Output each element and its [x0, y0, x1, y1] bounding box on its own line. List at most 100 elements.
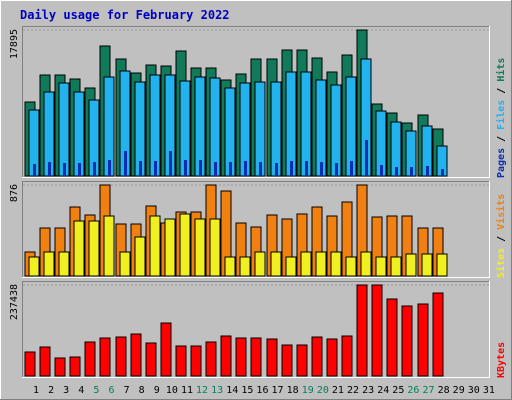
x-tick-label: 19	[302, 385, 314, 396]
x-tick-label: 25	[392, 385, 404, 396]
bar-sites-day-9	[149, 215, 161, 277]
series-legend: Pages / Files / Hits	[495, 58, 507, 178]
bar-kbytes-day-12	[190, 345, 202, 377]
bar-sites-day-12	[194, 218, 206, 277]
bar-kbytes-day-13	[205, 341, 217, 377]
bar-pages-day-15	[244, 161, 247, 176]
x-tick-label: 26	[407, 385, 419, 396]
x-tick-label: 18	[287, 385, 299, 396]
series-legend: KBytes	[496, 342, 507, 378]
x-tick-label: 8	[139, 385, 145, 396]
bar-pages-day-13	[214, 162, 217, 176]
legend-visits: Visits	[495, 194, 507, 230]
bar-sites-day-22	[345, 256, 357, 277]
x-tick-label: 28	[438, 385, 450, 396]
x-tick-label: 5	[93, 385, 99, 396]
bar-pages-day-1	[33, 164, 36, 176]
bar-pages-day-18	[290, 161, 293, 176]
bar-pages-day-28	[441, 169, 444, 176]
bar-kbytes-day-22	[341, 335, 353, 377]
x-tick-label: 6	[108, 385, 114, 396]
bar-pages-day-16	[259, 162, 262, 176]
bar-pages-day-12	[199, 160, 202, 176]
bar-kbytes-day-9	[145, 342, 157, 377]
bar-kbytes-day-7	[115, 336, 127, 377]
x-tick-label: 11	[181, 385, 193, 396]
x-tick-label: 10	[166, 385, 178, 396]
x-tick-label: 4	[78, 385, 84, 396]
bar-sites-day-2	[43, 251, 55, 277]
bar-kbytes-day-19	[296, 344, 308, 377]
x-tick-label: 29	[453, 385, 465, 396]
x-tick-label: 20	[317, 385, 329, 396]
bar-kbytes-day-5	[84, 341, 96, 377]
bar-sites-day-17	[270, 251, 282, 277]
bar-files-day-3	[58, 82, 70, 177]
bar-sites-day-6	[103, 215, 115, 277]
bar-files-day-20	[315, 79, 327, 177]
x-tick-label: 27	[422, 385, 434, 396]
bar-kbytes-day-6	[99, 337, 111, 377]
x-tick-label: 12	[196, 385, 208, 396]
bar-kbytes-day-11	[175, 345, 187, 377]
bar-pages-day-20	[320, 162, 323, 176]
bar-kbytes-day-2	[39, 346, 51, 377]
bar-pages-day-23	[365, 140, 368, 176]
bar-pages-day-7	[124, 151, 127, 176]
x-tick-label: 7	[124, 385, 130, 396]
legend-hits: Hits	[495, 58, 507, 82]
y-max-label: 876	[9, 184, 20, 202]
bar-kbytes-day-24	[371, 284, 383, 377]
bar-pages-day-8	[139, 161, 142, 176]
bar-kbytes-day-8	[130, 333, 142, 377]
bar-pages-day-26	[410, 167, 413, 176]
bar-sites-day-26	[405, 253, 417, 277]
bar-sites-day-5	[88, 220, 100, 277]
bar-kbytes-day-14	[220, 335, 232, 377]
bar-pages-day-24	[380, 165, 383, 176]
bar-sites-day-16	[254, 251, 266, 277]
bar-kbytes-day-15	[235, 337, 247, 377]
bar-sites-day-1	[28, 256, 40, 277]
x-tick-label: 13	[211, 385, 223, 396]
x-tick-label: 23	[362, 385, 374, 396]
bar-pages-day-10	[169, 151, 172, 176]
bar-kbytes-day-25	[386, 298, 398, 377]
bar-sites-day-18	[285, 256, 297, 277]
bar-kbytes-day-20	[311, 336, 323, 377]
bar-files-day-9	[149, 74, 161, 177]
bar-sites-day-14	[224, 256, 236, 277]
legend-pages: Pages	[496, 148, 507, 178]
bar-sites-day-10	[164, 218, 176, 277]
bar-kbytes-day-28	[432, 292, 444, 377]
x-tick-label: 2	[48, 385, 54, 396]
bar-kbytes-day-17	[266, 338, 278, 377]
bar-pages-day-2	[48, 162, 51, 176]
x-tick-label: 15	[241, 385, 253, 396]
bar-sites-day-27	[421, 253, 433, 277]
bar-pages-day-6	[108, 160, 111, 176]
bar-pages-day-25	[395, 167, 398, 176]
series-legend: Sites / Visits	[495, 194, 507, 278]
bar-sites-day-11	[179, 213, 191, 277]
x-tick-label: 1	[33, 385, 39, 396]
bar-kbytes-day-10	[160, 322, 172, 377]
bar-sites-day-21	[330, 251, 342, 277]
bar-files-day-17	[270, 81, 282, 177]
chart-title: Daily usage for February 2022	[20, 8, 230, 22]
y-max-label: 17895	[9, 29, 20, 59]
bar-kbytes-day-18	[281, 344, 293, 377]
x-tick-label: 30	[468, 385, 480, 396]
x-tick-label: 17	[272, 385, 284, 396]
legend-separator: /	[496, 82, 507, 100]
bar-kbytes-day-21	[326, 338, 338, 377]
bar-pages-day-11	[184, 160, 187, 176]
legend-separator: /	[496, 230, 507, 248]
bar-sites-day-8	[134, 236, 146, 277]
bar-sites-day-3	[58, 251, 70, 277]
bar-files-day-19	[300, 71, 312, 177]
bar-files-day-18	[285, 71, 297, 177]
x-tick-label: 14	[226, 385, 238, 396]
